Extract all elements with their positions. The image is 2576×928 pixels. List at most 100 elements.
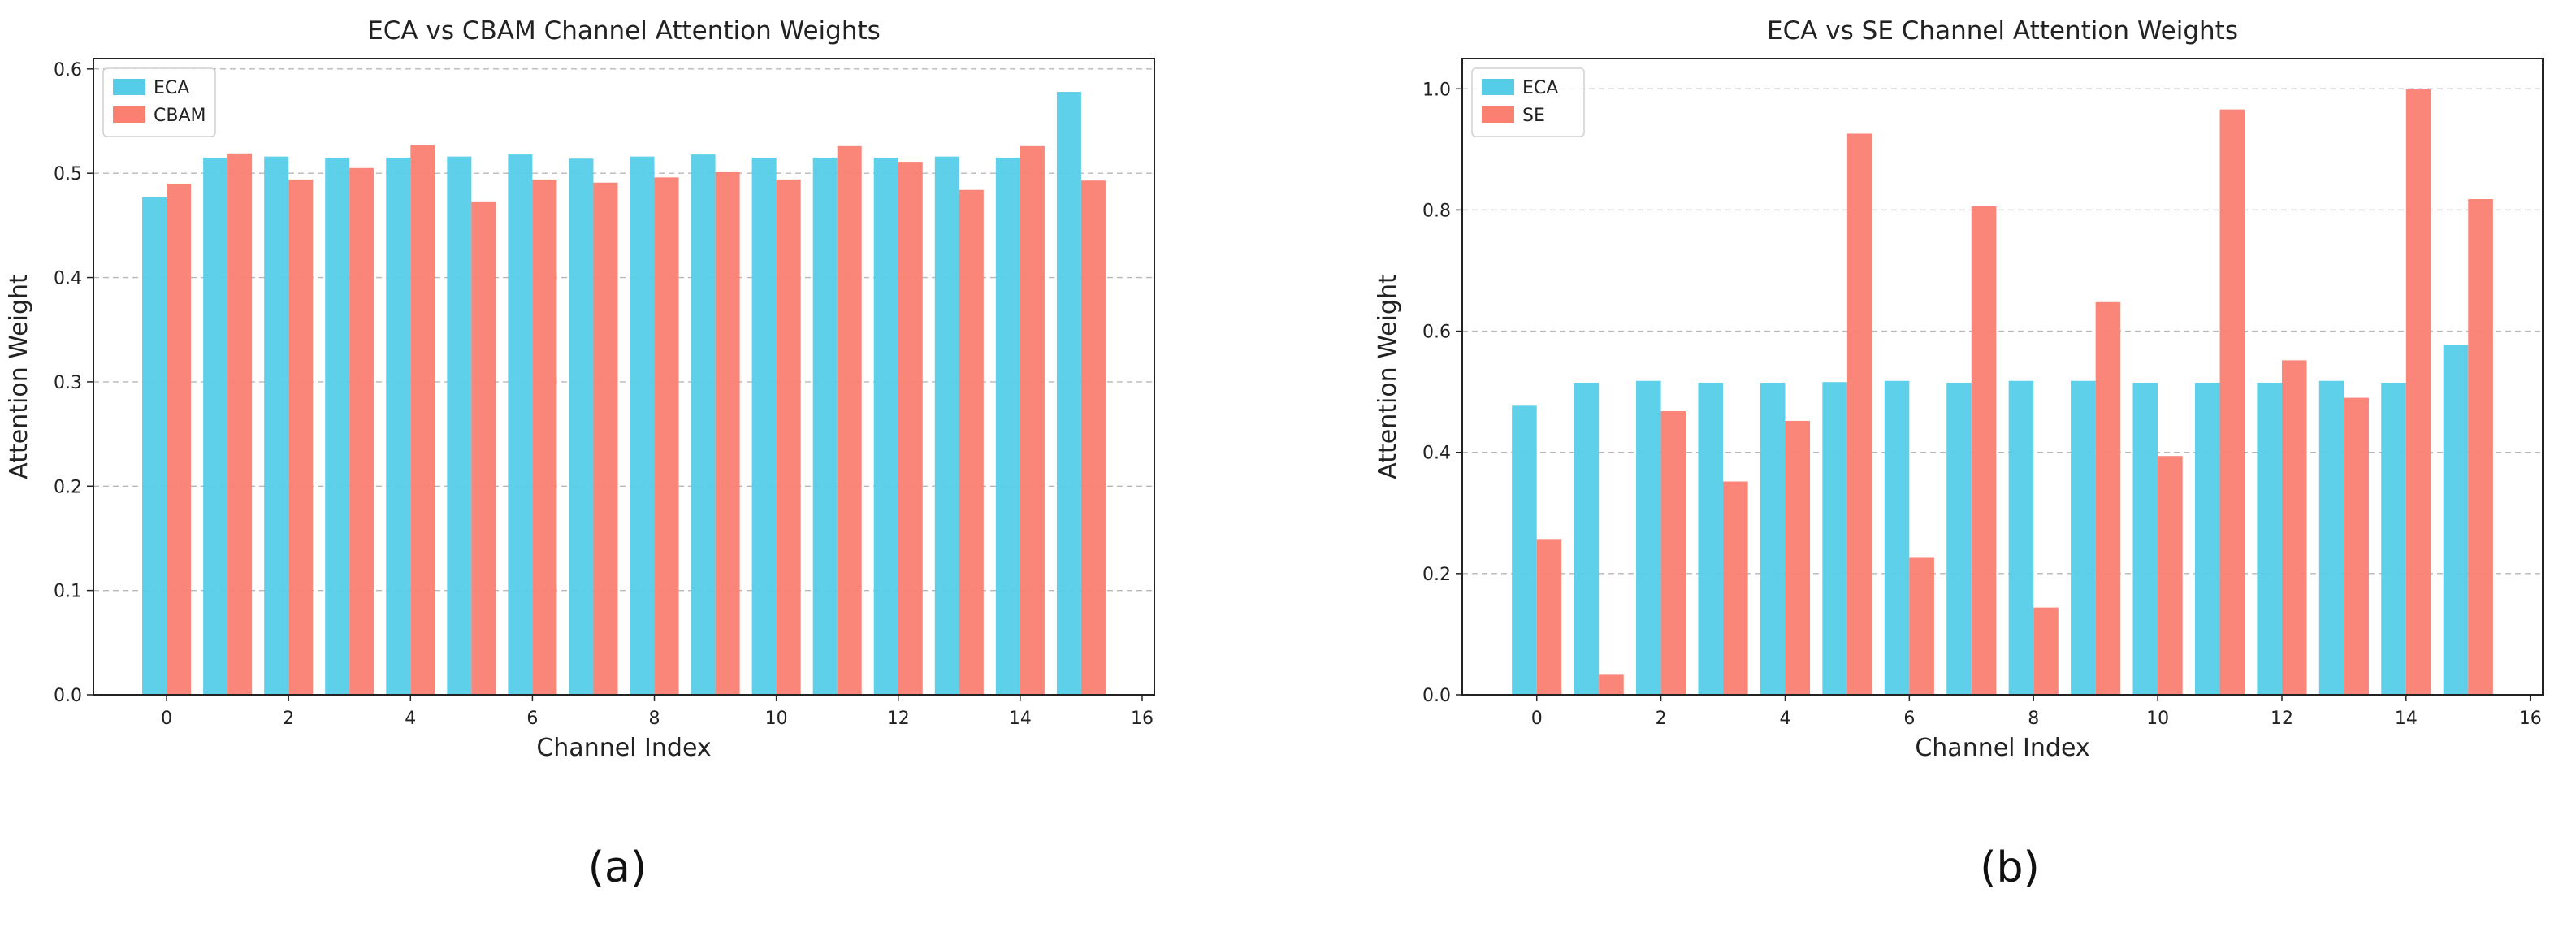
bar-se-13 [2344,397,2369,695]
x-tick-label: 0 [161,709,172,729]
chart-panel-1: 0 2 4 6 8 10 12 14 16 0.0 0.2 0.4 0.6 0.8 1.0 ECA vs SE… [1374,16,2544,762]
bar-se-11 [2219,109,2245,695]
bar-eca-5 [447,156,472,696]
bar-eca-8 [2008,380,2034,695]
x-tick-label: 16 [1131,709,1154,729]
x-axis-label: Channel Index [1915,734,2089,762]
bar-eca-8 [630,156,655,696]
y-tick-label: 0.4 [54,269,82,289]
bar-eca-10 [751,157,777,695]
x-axis-label: Channel Index [536,734,711,762]
legend-swatch-cbam [113,106,145,123]
bar-cbam-12 [898,162,923,696]
bar-se-0 [1536,539,1562,695]
bar-se-4 [1785,420,1811,695]
bar-eca-14 [995,157,1020,695]
bar-cbam-7 [593,182,618,696]
bar-eca-6 [1884,380,1910,695]
bar-cbam-0 [167,184,192,696]
panel-caption: (b) [1980,843,2040,892]
y-tick-label: 0.2 [54,477,82,497]
legend: ECA SE [1471,67,1585,137]
x-tick-label: 14 [2395,709,2418,729]
x-tick-label: 4 [1779,709,1790,729]
bar-se-10 [2158,456,2183,695]
bar-cbam-3 [349,167,374,695]
bar-eca-13 [934,156,959,696]
bar-se-9 [2095,301,2121,695]
bar-se-1 [1599,674,1624,695]
x-tick-label: 14 [1009,709,1032,729]
bar-eca-5 [1822,382,1847,695]
x-tick-label: 2 [283,709,294,729]
legend-label-eca: ECA [154,78,189,98]
bar-se-2 [1660,411,1686,695]
bar-se-8 [2033,607,2059,695]
bar-eca-4 [386,157,411,695]
bar-eca-2 [1636,380,1661,695]
x-tick-label: 8 [2028,709,2039,729]
axes-frame [93,58,1155,696]
bar-eca-11 [2194,382,2220,695]
bar-se-15 [2468,199,2493,695]
bar-cbam-11 [837,145,862,696]
bar-eca-2 [264,156,289,696]
legend-swatch-se [1482,106,1514,123]
bar-eca-0 [1512,405,1537,695]
bar-cbam-15 [1080,180,1106,696]
chart-title: ECA vs SE Channel Attention Weights [1767,16,2238,46]
y-tick-label: 0.1 [54,582,82,602]
legend-swatch-eca [1482,79,1514,95]
x-tick-label: 12 [887,709,910,729]
x-tick-label: 12 [2271,709,2293,729]
bar-eca-7 [1946,382,1972,695]
y-tick-label: 0.6 [1422,323,1451,343]
bar-cbam-1 [227,153,253,695]
bar-eca-9 [691,154,716,695]
legend-label-se: SE [1522,106,1545,126]
bar-eca-7 [569,158,594,696]
x-tick-label: 4 [405,709,416,729]
x-tick-label: 8 [649,709,660,729]
x-tick-label: 6 [1903,709,1915,729]
y-tick-label: 1.0 [1422,80,1451,100]
bar-se-14 [2405,89,2431,695]
bar-eca-15 [1056,92,1081,695]
bar-eca-11 [812,157,838,695]
bar-cbam-14 [1020,145,1045,696]
bar-cbam-6 [532,179,557,695]
bar-eca-3 [1698,382,1724,695]
axes-frame [1461,58,2544,696]
y-tick-label: 0.2 [1422,565,1451,585]
x-tick-label: 0 [1531,709,1543,729]
y-tick-label: 0.6 [54,60,82,80]
legend: ECA CBAM [102,67,216,137]
bar-eca-9 [2071,380,2096,695]
bar-eca-10 [2132,382,2158,695]
y-tick-label: 0.5 [54,164,82,184]
bar-se-7 [1971,206,1997,695]
y-tick-label: 0.0 [1422,686,1451,706]
x-tick-label: 10 [2146,709,2169,729]
bar-eca-15 [2443,344,2469,695]
x-tick-label: 16 [2519,709,2542,729]
x-tick-label: 6 [526,709,538,729]
bar-se-6 [1909,557,1934,695]
y-tick-label: 0.4 [1422,444,1451,464]
bar-eca-12 [2257,382,2282,695]
bar-cbam-10 [776,179,801,695]
bar-se-3 [1723,481,1748,695]
chart-title: ECA vs CBAM Channel Attention Weights [367,16,881,46]
y-tick-label: 0.0 [54,686,82,706]
legend-label-cbam: CBAM [154,106,206,126]
bar-eca-14 [2381,382,2406,695]
y-tick-label: 0.8 [1422,201,1451,221]
bar-se-12 [2281,360,2307,695]
bar-eca-3 [325,157,350,695]
bar-cbam-8 [654,177,679,695]
x-tick-label: 2 [1656,709,1667,729]
bar-eca-1 [1574,382,1600,695]
bar-cbam-13 [959,189,984,695]
y-tick-label: 0.3 [54,373,82,393]
